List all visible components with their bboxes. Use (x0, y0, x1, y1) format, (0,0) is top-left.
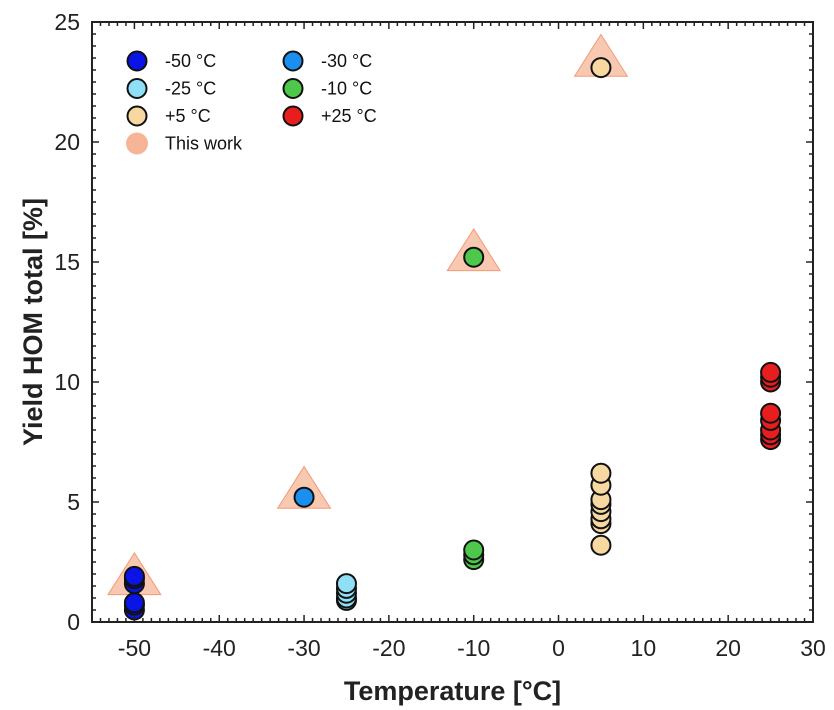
legend-marker (126, 105, 148, 127)
data-point (760, 361, 782, 383)
y-tick-label: 25 (54, 9, 80, 35)
x-tick-label: 20 (715, 635, 741, 661)
legend-marker (126, 78, 148, 99)
x-tick-label: 10 (631, 635, 657, 661)
data-points-layer (123, 57, 782, 621)
legend-marker (126, 50, 148, 72)
data-point (123, 565, 145, 587)
legend-label: -50 °C (165, 51, 216, 71)
legend-label: -30 °C (321, 51, 372, 71)
data-point (335, 573, 357, 595)
y-tick-label: 5 (67, 489, 80, 515)
legend-marker (282, 105, 304, 127)
y-tick-label: 15 (54, 249, 80, 275)
legend-marker (282, 50, 304, 72)
y-axis-title: Yield HOM total [%] (18, 198, 48, 446)
data-point (760, 402, 782, 424)
x-tick-label: 0 (552, 635, 565, 661)
data-point (590, 462, 612, 484)
data-point (590, 57, 612, 79)
legend-label: +5 °C (165, 106, 211, 126)
data-point (293, 486, 315, 508)
legend-label: -25 °C (165, 79, 216, 99)
legend-label: +25 °C (321, 106, 377, 126)
data-point (463, 246, 485, 268)
x-tick-label: -20 (372, 635, 405, 661)
axis-ticks (91, 21, 814, 623)
x-tick-label: 30 (800, 635, 826, 661)
legend-marker (282, 78, 304, 99)
x-tick-labels: -50 -40 -30 -20 -10 0 10 20 30 (118, 635, 826, 661)
x-tick-label: -40 (203, 635, 236, 661)
x-tick-label: -10 (457, 635, 490, 661)
x-tick-label: -30 (287, 635, 320, 661)
legend: -50 °C -30 °C -25 °C -10 °C +5 °C +25 °C This … (126, 50, 377, 155)
y-tick-labels: 0 5 10 15 20 25 (54, 9, 80, 635)
x-axis-title: Temperature [°C] (344, 676, 561, 706)
legend-marker-this-work (126, 132, 148, 155)
data-point (463, 539, 485, 561)
data-point (123, 592, 145, 614)
legend-label: This work (165, 134, 243, 154)
legend-label: -10 °C (321, 79, 372, 99)
data-point (590, 534, 612, 556)
x-tick-label: -50 (118, 635, 151, 661)
y-tick-label: 10 (54, 369, 80, 395)
y-tick-label: 20 (54, 129, 80, 155)
y-tick-label: 0 (67, 609, 80, 635)
